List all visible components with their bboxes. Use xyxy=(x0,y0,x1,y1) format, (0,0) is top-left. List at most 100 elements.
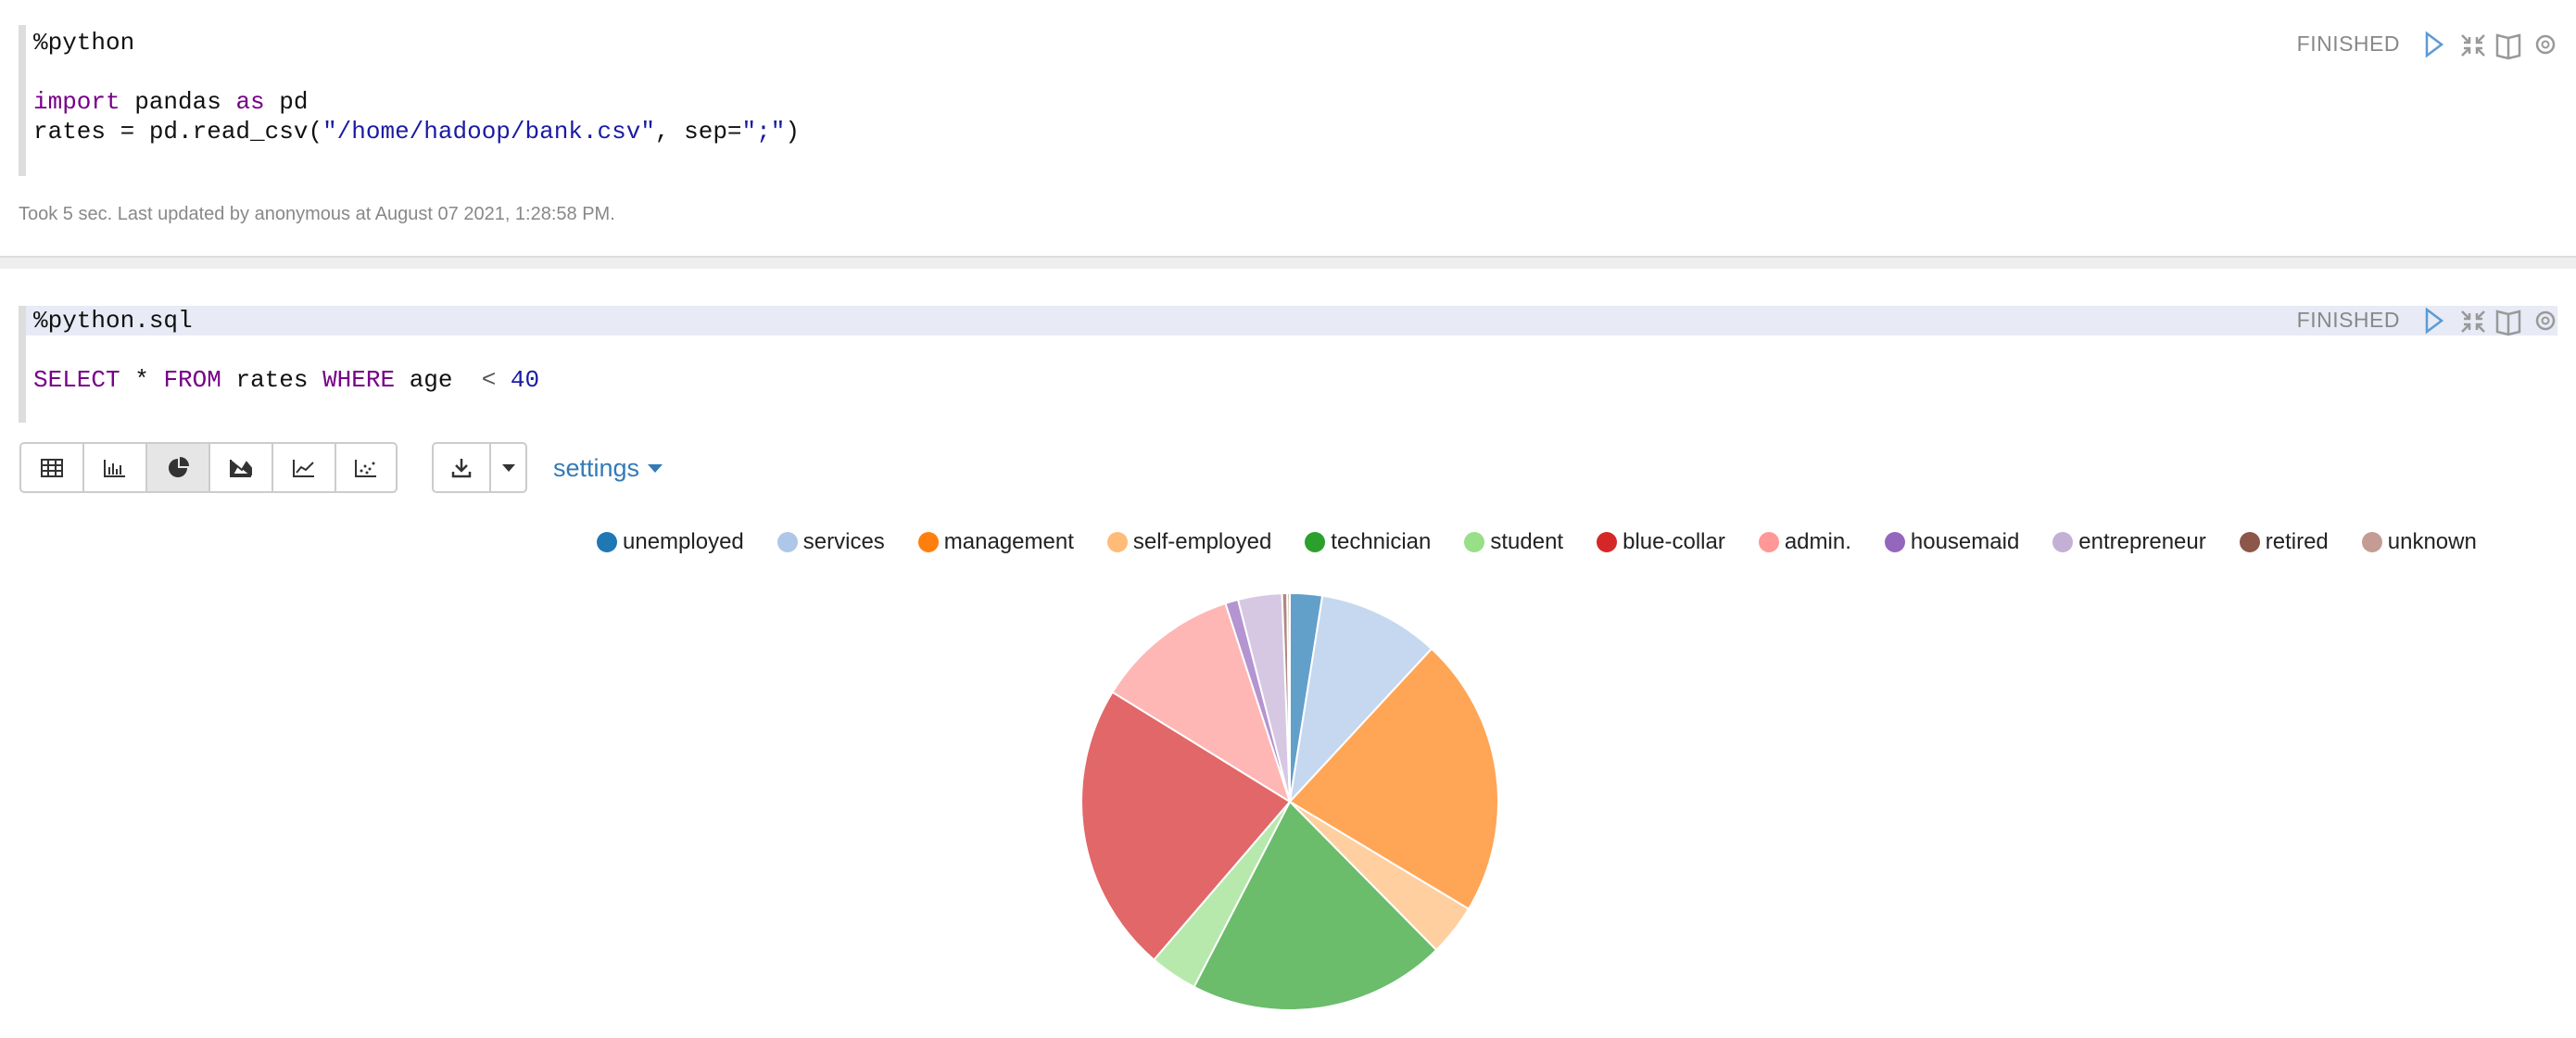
legend-item[interactable]: blue-collar xyxy=(1597,529,1725,555)
legend-label: entrepreneur xyxy=(2078,529,2206,554)
paragraph-separator xyxy=(0,256,2576,269)
legend-swatch xyxy=(1305,532,1326,552)
settings-icon-core xyxy=(2541,40,2550,49)
code-token: < xyxy=(467,366,511,394)
settings-icon-core xyxy=(2541,316,2550,325)
chart-toolbar xyxy=(19,442,398,493)
settings-icon[interactable] xyxy=(2535,310,2556,331)
caret-icon xyxy=(648,463,663,473)
code-token: ";" xyxy=(741,118,786,146)
legend-swatch xyxy=(1106,532,1128,552)
legend-item[interactable]: self-employed xyxy=(1106,529,1272,555)
legend-item[interactable]: entrepreneur xyxy=(2052,529,2206,555)
pie-slice[interactable] xyxy=(1080,690,1292,962)
bar-icon xyxy=(104,459,125,477)
legend-swatch xyxy=(1884,532,1905,552)
code-line: %python xyxy=(33,28,134,57)
pie-icon xyxy=(169,456,189,477)
paragraph-controls[interactable] xyxy=(2414,304,2562,337)
legend-label: technician xyxy=(1331,529,1432,554)
legend-item[interactable]: admin. xyxy=(1758,529,1851,555)
scatter-icon xyxy=(355,459,376,477)
pie-slice[interactable] xyxy=(1111,601,1292,804)
active-line xyxy=(19,306,2557,335)
paragraph-status: FINISHED xyxy=(2296,32,2400,56)
code-token: SELECT xyxy=(33,366,120,394)
legend-item[interactable]: technician xyxy=(1305,529,1431,555)
code-token: import xyxy=(33,88,120,116)
paragraph-controls[interactable] xyxy=(2414,28,2562,61)
run-icon[interactable] xyxy=(2425,31,2444,58)
legend-swatch xyxy=(777,532,798,552)
legend-item[interactable]: management xyxy=(917,529,1074,555)
collapse-icon[interactable] xyxy=(2461,310,2485,333)
code-token: FROM xyxy=(163,366,221,394)
download-dropdown[interactable] xyxy=(489,442,527,493)
legend-swatch xyxy=(2361,532,2382,552)
line-chart-button[interactable] xyxy=(271,442,336,493)
legend-item[interactable]: unemployed xyxy=(597,529,744,555)
legend-item[interactable]: services xyxy=(777,529,885,555)
code-token: as xyxy=(235,88,265,116)
download-group xyxy=(432,442,527,493)
pie-slice[interactable] xyxy=(1193,800,1438,1011)
bar-chart-button[interactable] xyxy=(82,442,147,493)
legend-label: student xyxy=(1490,529,1564,554)
legend-label: unknown xyxy=(2387,529,2477,554)
legend-swatch xyxy=(917,532,939,552)
pie-slice[interactable] xyxy=(1288,594,1433,805)
collapse-icon[interactable] xyxy=(2461,34,2485,57)
settings-icon[interactable] xyxy=(2535,34,2556,55)
code-token: age xyxy=(395,366,468,394)
pie-slice[interactable] xyxy=(1288,647,1499,911)
table-icon xyxy=(41,458,63,477)
legend-item[interactable]: unknown xyxy=(2361,529,2477,555)
download-icon xyxy=(451,458,472,477)
paragraph-status: FINISHED xyxy=(2296,308,2400,332)
legend-label: services xyxy=(802,529,885,554)
line-icon xyxy=(293,459,314,477)
code-token: pandas xyxy=(120,88,236,116)
settings-toggle[interactable]: settings xyxy=(553,454,665,483)
editor-gutter xyxy=(19,306,26,423)
legend-item[interactable]: student xyxy=(1464,529,1563,555)
run-icon[interactable] xyxy=(2425,307,2444,335)
area-icon xyxy=(230,459,252,477)
code-token: pd xyxy=(264,88,309,116)
code-token: rates xyxy=(221,366,323,394)
legend-label: management xyxy=(943,529,1074,554)
download-button[interactable] xyxy=(432,442,491,493)
legend: unemployed services management self-employe… xyxy=(597,529,2510,555)
legend-label: housemaid xyxy=(1910,529,2020,554)
legend-swatch xyxy=(2239,532,2260,552)
pie-chart xyxy=(1080,591,1499,1011)
legend-label: unemployed xyxy=(623,529,744,554)
settings-label[interactable]: settings xyxy=(553,454,640,482)
scatter-chart-button[interactable] xyxy=(335,442,398,493)
book-icon[interactable] xyxy=(2495,310,2521,336)
legend-item[interactable]: housemaid xyxy=(1884,529,2020,555)
code-line: SELECT * FROM rates WHERE age < 40 xyxy=(33,365,539,395)
legend-label: blue-collar xyxy=(1623,529,1725,554)
code-token: ) xyxy=(785,118,800,146)
legend-swatch xyxy=(2052,532,2074,552)
code-line: import pandas as pd xyxy=(33,87,308,117)
legend-swatch xyxy=(1597,532,1618,552)
code-line: %python.sql xyxy=(33,306,193,335)
code-token: 40 xyxy=(510,366,540,394)
code-token: %python.sql xyxy=(33,307,193,335)
code-token: rates = pd.read_csv( xyxy=(33,118,323,146)
code-token: , sep= xyxy=(654,118,742,146)
legend-label: retired xyxy=(2265,529,2329,554)
legend-item[interactable]: retired xyxy=(2239,529,2329,555)
pie-slice[interactable] xyxy=(1286,591,1291,803)
legend-label: self-employed xyxy=(1132,529,1272,554)
legend-swatch xyxy=(1464,532,1485,552)
table-button[interactable] xyxy=(19,442,84,493)
legend-swatch xyxy=(597,532,617,552)
caret-icon xyxy=(501,463,515,472)
pie-chart-button[interactable] xyxy=(145,442,210,493)
code-token: * xyxy=(120,366,164,394)
book-icon[interactable] xyxy=(2495,33,2521,60)
area-chart-button[interactable] xyxy=(208,442,273,493)
